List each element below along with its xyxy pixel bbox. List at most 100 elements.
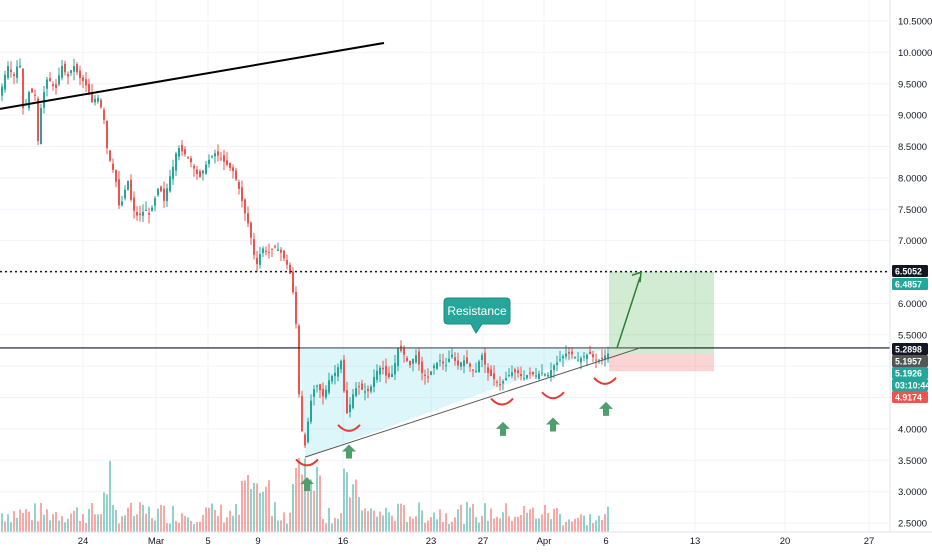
volume-bar bbox=[238, 514, 240, 532]
candle-body bbox=[19, 65, 21, 68]
volume-bar bbox=[10, 522, 12, 532]
volume-bar bbox=[136, 514, 138, 532]
candle-body bbox=[88, 83, 90, 95]
volume-bar bbox=[250, 488, 252, 532]
volume-bar bbox=[223, 522, 225, 532]
volume-bar bbox=[343, 468, 345, 532]
volume-bar bbox=[394, 520, 396, 532]
stop-zone bbox=[609, 353, 714, 372]
volume-bar bbox=[472, 503, 474, 532]
candle-body bbox=[547, 374, 549, 377]
price-badge-label: 4.9174 bbox=[895, 393, 922, 403]
candle-body bbox=[421, 361, 423, 373]
volume-bar bbox=[556, 507, 558, 532]
candle-body bbox=[499, 384, 501, 386]
volume-bar bbox=[544, 504, 546, 532]
volume-bar bbox=[226, 517, 228, 532]
candle-body bbox=[580, 358, 582, 363]
position-zones bbox=[609, 271, 714, 372]
volume-bar bbox=[22, 513, 24, 532]
volume-bar bbox=[55, 511, 57, 532]
candle-body bbox=[598, 359, 600, 361]
candle-body bbox=[346, 390, 348, 414]
volume-bar bbox=[103, 492, 105, 532]
volume-bar bbox=[193, 523, 195, 532]
candle-body bbox=[79, 70, 81, 78]
candle-body bbox=[238, 182, 240, 189]
volume-bar bbox=[262, 491, 264, 532]
candle-body bbox=[349, 404, 351, 413]
candle-body bbox=[286, 259, 288, 265]
candle-body bbox=[280, 249, 282, 253]
price-tick-label: 8.0000 bbox=[898, 173, 927, 184]
volume-bar bbox=[334, 517, 336, 532]
candle-body bbox=[109, 150, 111, 161]
time-axis[interactable]: 24 Mar 5 9 16 23 27 Apr 6 13 20 27 bbox=[0, 531, 932, 547]
candle-body bbox=[469, 363, 471, 367]
candle-body bbox=[445, 365, 447, 367]
volume-bar bbox=[592, 522, 594, 532]
volume-bar bbox=[463, 523, 465, 532]
volume-bar bbox=[391, 515, 393, 532]
price-badge bbox=[892, 367, 928, 379]
candle-body bbox=[214, 153, 216, 157]
price-badge-label: 5.2898 bbox=[895, 345, 922, 355]
volume-bar bbox=[547, 513, 549, 532]
volume-bar bbox=[46, 509, 48, 532]
volume-bar bbox=[433, 512, 435, 532]
volume-bar bbox=[406, 522, 408, 532]
volume-bar bbox=[586, 525, 588, 532]
candle-body bbox=[31, 88, 33, 93]
volume-bar bbox=[298, 458, 300, 532]
candle-body bbox=[505, 378, 507, 381]
candle-body bbox=[556, 362, 558, 365]
candle-body bbox=[151, 207, 153, 212]
volume-bar bbox=[112, 505, 114, 532]
volume-bar bbox=[31, 520, 33, 532]
volume-bar bbox=[280, 520, 282, 532]
volume-bar bbox=[214, 509, 216, 532]
volume-bar bbox=[358, 497, 360, 532]
candle-body bbox=[241, 187, 243, 201]
candle-body bbox=[169, 176, 171, 192]
candle-body bbox=[430, 371, 432, 375]
candle-body bbox=[133, 197, 135, 211]
volume-bar bbox=[523, 506, 525, 532]
candle-body bbox=[565, 353, 567, 357]
time-tick-label: 27 bbox=[864, 536, 875, 547]
volume-bar bbox=[97, 514, 99, 532]
volume-bar bbox=[553, 508, 555, 532]
volume-bar bbox=[403, 504, 405, 532]
volume-bar bbox=[376, 516, 378, 532]
volume-bar bbox=[430, 517, 432, 532]
candle-body bbox=[319, 384, 321, 391]
candle-body bbox=[283, 250, 285, 259]
volume-bar bbox=[397, 503, 399, 532]
candle-body bbox=[409, 360, 411, 366]
volume-bar bbox=[511, 520, 513, 532]
volume-bar bbox=[601, 520, 603, 532]
candle-body bbox=[94, 98, 96, 103]
candle-body bbox=[145, 210, 147, 212]
candle-body bbox=[484, 352, 486, 365]
candle-body bbox=[139, 213, 141, 216]
candle-body bbox=[373, 377, 375, 388]
price-tick-label: 3.0000 bbox=[898, 487, 927, 498]
volume-bar bbox=[175, 520, 177, 532]
candle-body bbox=[367, 388, 369, 392]
price-tick-label: 5.5000 bbox=[898, 330, 927, 341]
price-tick-label: 9.0000 bbox=[898, 111, 927, 122]
volume-bar bbox=[190, 520, 192, 532]
candle-body bbox=[256, 257, 258, 265]
candle-body bbox=[7, 65, 9, 78]
volume-bar bbox=[244, 480, 246, 532]
time-tick-label: Apr bbox=[537, 536, 552, 547]
candle-body bbox=[355, 388, 357, 397]
candle-body bbox=[535, 375, 537, 377]
candle-body bbox=[454, 357, 456, 361]
volume-bar bbox=[436, 519, 438, 532]
volume-bar bbox=[424, 522, 426, 532]
volume-bar bbox=[271, 515, 273, 532]
volume-bar bbox=[64, 522, 66, 532]
